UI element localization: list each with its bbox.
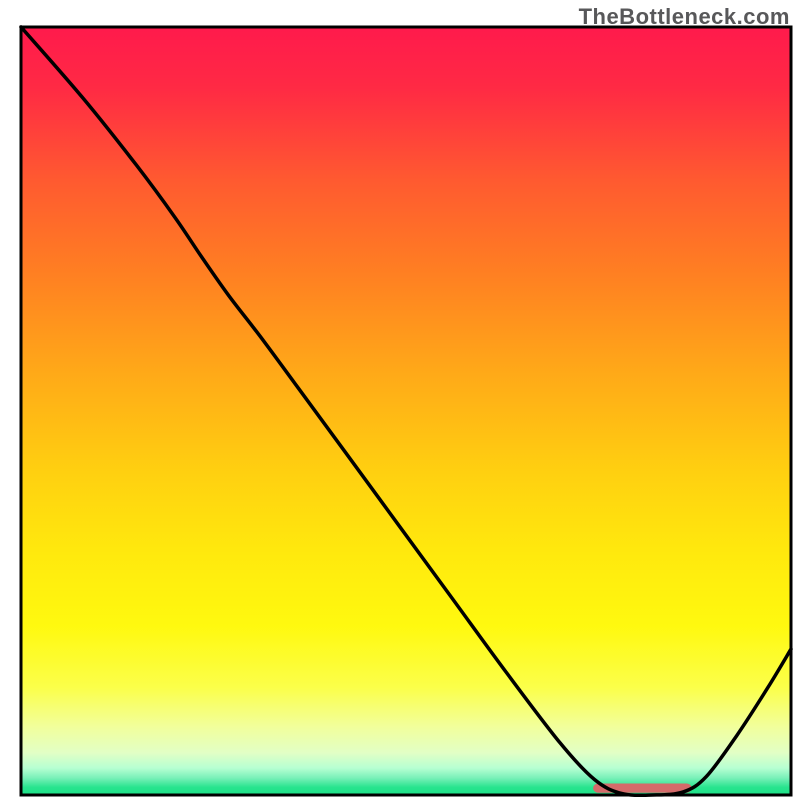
watermark-text: TheBottleneck.com [579, 4, 790, 30]
plot-background [21, 27, 791, 795]
chart-container: TheBottleneck.com [0, 0, 800, 800]
plot-svg [0, 0, 800, 800]
